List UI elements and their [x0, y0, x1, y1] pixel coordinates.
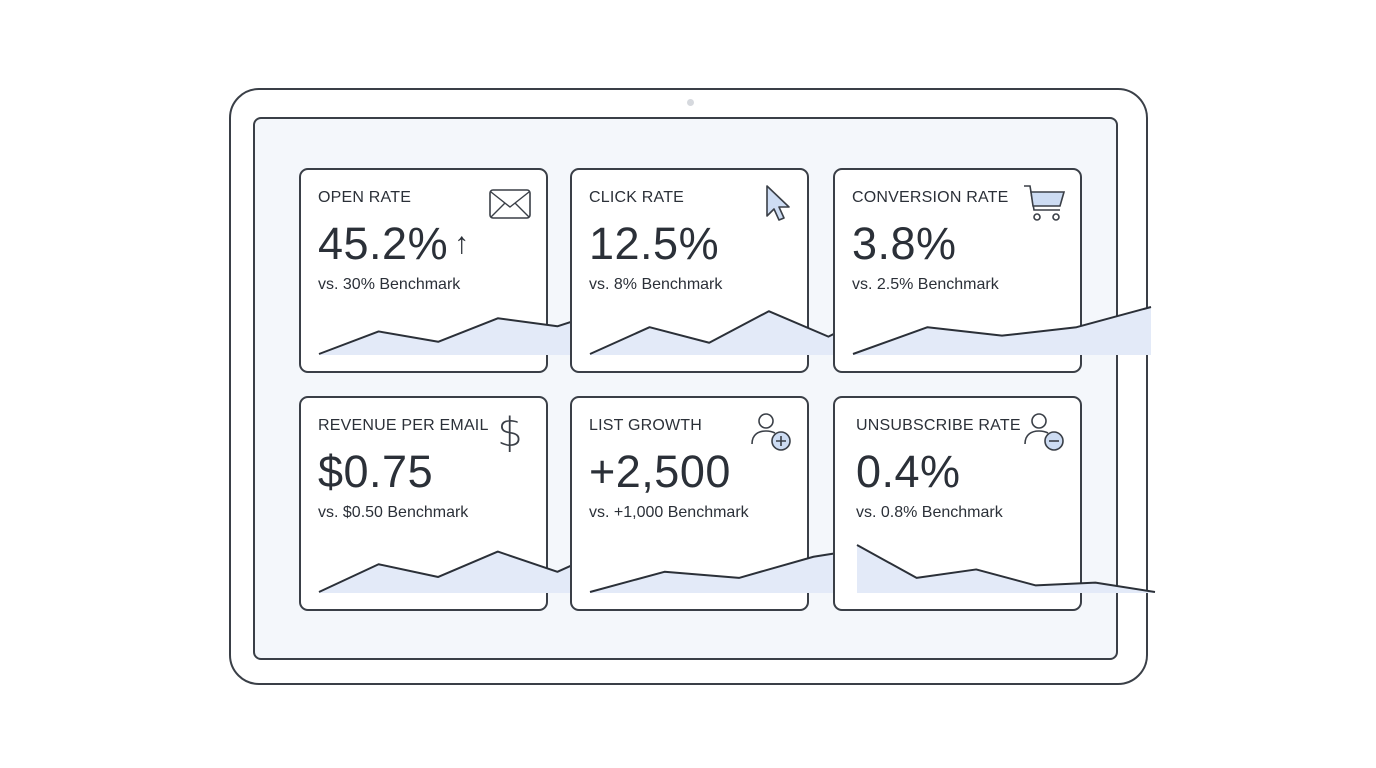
card-open-rate[interactable]: OPEN RATE 45.2% ↑ vs. 30% Benchmark: [299, 168, 618, 373]
svg-text:$: $: [497, 410, 522, 454]
card-revenue-per-email[interactable]: REVENUE PER EMAIL $ $0.75 vs. $0.50 Benc…: [299, 396, 618, 611]
up-arrow-icon: ↑: [454, 227, 470, 260]
sparkline: [318, 544, 618, 593]
card-click-rate[interactable]: CLICK RATE 12.5% vs. 8% Benchmark: [570, 168, 889, 373]
metric-value: 45.2% ↑: [318, 218, 470, 270]
card-title: CLICK RATE: [589, 189, 685, 206]
benchmark-text: vs. 30% Benchmark: [318, 276, 461, 293]
dollar-icon: $: [497, 410, 522, 454]
metric-value: 12.5%: [589, 218, 720, 269]
user-remove-icon: [1024, 413, 1064, 451]
metric-value: +2,500: [589, 446, 731, 497]
card-conversion-rate[interactable]: CONVERSION RATE 3.8% vs. 2.5% Benchmark: [833, 168, 1152, 373]
card-title: REVENUE PER EMAIL: [318, 417, 489, 434]
envelope-icon: [489, 189, 531, 219]
benchmark-text: vs. +1,000 Benchmark: [589, 504, 749, 521]
benchmark-text: vs. 8% Benchmark: [589, 276, 723, 293]
sparkline: [856, 544, 1156, 593]
card-title: LIST GROWTH: [589, 417, 703, 434]
card-title: CONVERSION RATE: [852, 189, 1009, 206]
dashboard-screen: OPEN RATE 45.2% ↑ vs. 30% Benchmark CLICK…: [253, 117, 1156, 660]
sparkline: [318, 306, 618, 355]
user-add-icon: [751, 413, 791, 451]
card-list-growth[interactable]: LIST GROWTH +2,500 vs. +1,000 Benchmark: [570, 396, 889, 611]
card-unsubscribe-rate[interactable]: UNSUBSCRIBE RATE 0.4% vs. 0.8% Benchmark: [833, 396, 1156, 611]
benchmark-text: vs. 2.5% Benchmark: [852, 276, 999, 293]
sparkline: [852, 306, 1152, 355]
value-text: 45.2%: [318, 218, 449, 269]
sparkline-area: [590, 307, 888, 355]
card-title: UNSUBSCRIBE RATE: [856, 417, 1021, 434]
metric-value: 3.8%: [852, 218, 957, 269]
sparkline-line: [856, 544, 1156, 593]
benchmark-text: vs. $0.50 Benchmark: [318, 504, 469, 521]
shopping-cart-icon: [1024, 185, 1066, 221]
sparkline-area: [853, 307, 1151, 355]
benchmark-text: vs. 0.8% Benchmark: [856, 504, 1003, 521]
tablet-frame: OPEN RATE 45.2% ↑ vs. 30% Benchmark CLICK…: [229, 88, 1156, 685]
sparkline-line: [318, 306, 618, 355]
sparkline-area: [857, 545, 1155, 593]
sparkline-line: [318, 544, 618, 593]
sparkline-line: [852, 306, 1152, 355]
metric-value: $0.75: [318, 446, 434, 497]
camera-dot: [687, 99, 694, 106]
metric-value: 0.4%: [856, 446, 961, 497]
cursor-icon: [766, 185, 790, 221]
sparkline-area: [319, 545, 617, 593]
card-title: OPEN RATE: [318, 189, 412, 206]
